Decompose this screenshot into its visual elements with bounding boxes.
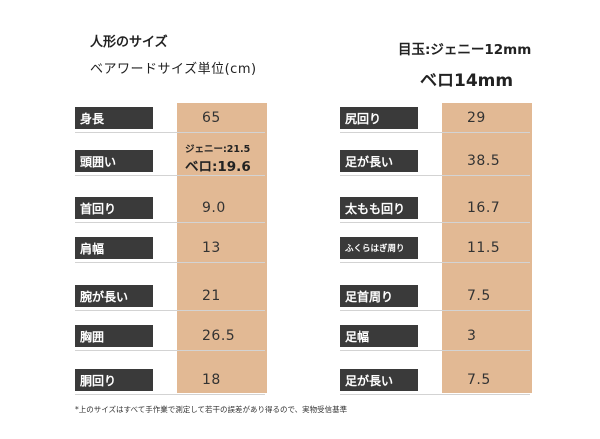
table-row: 足幅 3 bbox=[340, 321, 530, 351]
table-row: ふくらはぎ周り 11.5 bbox=[340, 233, 530, 263]
row-label: 肩幅 bbox=[75, 237, 153, 259]
row-divider bbox=[75, 394, 265, 395]
row-label: 身長 bbox=[75, 107, 153, 129]
value-column-bg bbox=[177, 103, 267, 393]
row-divider bbox=[340, 132, 530, 133]
row-label: 足が長い bbox=[340, 150, 418, 172]
table-row: 腕が長い 21 bbox=[75, 281, 265, 311]
row-divider bbox=[340, 350, 530, 351]
row-value: 3 bbox=[467, 328, 477, 344]
value-column-bg bbox=[442, 103, 532, 393]
row-label: 腕が長い bbox=[75, 285, 153, 307]
table-row: 足首周り 7.5 bbox=[340, 281, 530, 311]
table-row: 胴回り 18 bbox=[75, 365, 265, 395]
row-value: 18 bbox=[202, 372, 221, 388]
row-label: 頭囲い bbox=[75, 150, 153, 172]
row-value: 38.5 bbox=[467, 153, 501, 169]
row-label: 足幅 bbox=[340, 325, 418, 347]
row-divider bbox=[340, 262, 530, 263]
row-divider bbox=[340, 222, 530, 223]
bero-size-label: ベロ14mm bbox=[420, 71, 514, 91]
table-row: 頭囲い ジェニー:21.5 ベロ:19.6 bbox=[75, 144, 265, 176]
row-value: 65 bbox=[202, 110, 221, 126]
row-label: 足が長い bbox=[340, 369, 418, 391]
table-row: 身長 65 bbox=[75, 103, 265, 133]
row-divider bbox=[75, 262, 265, 263]
row-value: 11.5 bbox=[467, 240, 501, 256]
row-label: 太もも回り bbox=[340, 197, 418, 219]
row-divider bbox=[75, 222, 265, 223]
unit-subtitle: ベアワードサイズ単位(cm) bbox=[90, 62, 257, 77]
head-note-jenny: ジェニー:21.5 bbox=[185, 144, 251, 155]
row-divider bbox=[75, 132, 265, 133]
row-value: 26.5 bbox=[202, 328, 236, 344]
row-value: 29 bbox=[467, 110, 486, 126]
row-divider bbox=[75, 175, 265, 176]
row-label: 足首周り bbox=[340, 285, 418, 307]
row-value: 16.7 bbox=[467, 200, 501, 216]
row-divider bbox=[75, 310, 265, 311]
row-label: 首回り bbox=[75, 197, 153, 219]
row-value: 13 bbox=[202, 240, 221, 256]
measurement-footnote: *上のサイズはすべて手作業で測定して若干の誤差があり得るので、実物受信基準 bbox=[75, 405, 348, 414]
table-row: 尻回り 29 bbox=[340, 103, 530, 133]
head-note-bero: ベロ:19.6 bbox=[185, 159, 251, 175]
eyes-size-label: 目玉:ジェニー12mm bbox=[398, 42, 532, 58]
doll-size-title: 人形のサイズ bbox=[90, 35, 168, 50]
row-label: 胴回り bbox=[75, 369, 153, 391]
table-row: 足が長い 7.5 bbox=[340, 365, 530, 395]
row-label: 胸囲 bbox=[75, 325, 153, 347]
row-value: 7.5 bbox=[467, 372, 491, 388]
row-value: 7.5 bbox=[467, 288, 491, 304]
table-row: 足が長い 38.5 bbox=[340, 146, 530, 176]
table-row: 首回り 9.0 bbox=[75, 193, 265, 223]
table-row: 太もも回り 16.7 bbox=[340, 193, 530, 223]
row-label: 尻回り bbox=[340, 107, 418, 129]
table-row: 肩幅 13 bbox=[75, 233, 265, 263]
row-divider bbox=[75, 350, 265, 351]
row-divider bbox=[340, 310, 530, 311]
row-label: ふくらはぎ周り bbox=[340, 237, 418, 259]
row-value: 21 bbox=[202, 288, 221, 304]
row-divider bbox=[340, 175, 530, 176]
table-row: 胸囲 26.5 bbox=[75, 321, 265, 351]
row-divider bbox=[340, 394, 530, 395]
row-value: 9.0 bbox=[202, 200, 226, 216]
